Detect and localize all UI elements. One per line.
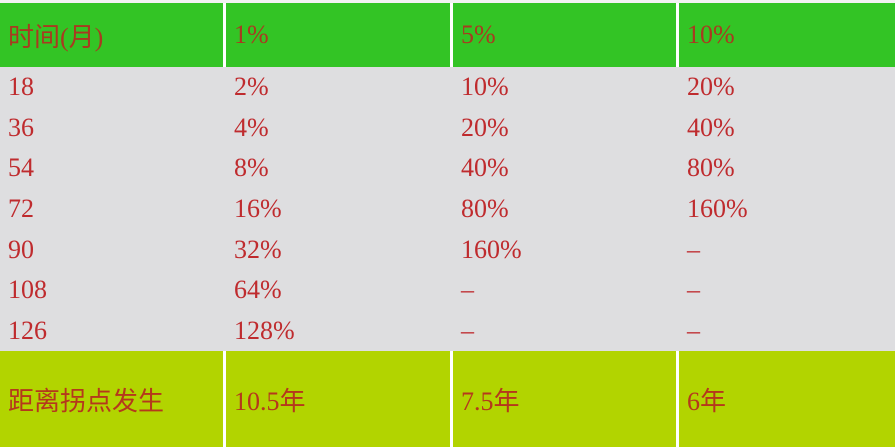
table-cell: –	[461, 315, 474, 345]
table-cell: 108	[8, 275, 47, 305]
table-body: 18 2% 10% 20% 36 4% 20% 40% 54 8% 40% 80…	[0, 67, 895, 351]
table-cell: 10%	[461, 72, 509, 102]
table-cell: 160%	[687, 194, 748, 224]
table-cell: 54	[8, 153, 34, 183]
header-cell-time: 时间(月)	[8, 22, 104, 52]
table-cell: –	[687, 315, 700, 345]
table-cell: 20%	[687, 72, 735, 102]
table-cell: 80%	[687, 153, 735, 183]
footer-cell-10pct: 6年	[676, 351, 895, 447]
table-cell: –	[461, 275, 474, 305]
table-cell: 2%	[234, 72, 269, 102]
header-cell-10pct: 10%	[676, 3, 895, 67]
table-cell: 128%	[234, 315, 295, 345]
table-cell: –	[687, 234, 700, 264]
table-row: 108 64% – –	[0, 270, 895, 311]
table-row: 90 32% 160% –	[0, 229, 895, 270]
table-cell: 32%	[234, 234, 282, 264]
table-cell: 8%	[234, 153, 269, 183]
header-cell-5pct: 5%	[450, 3, 676, 67]
table-row: 126 128% – –	[0, 310, 895, 351]
table-cell: 80%	[461, 194, 509, 224]
table-cell: 20%	[461, 112, 509, 142]
header-row: 时间(月) 1% 5% 10%	[0, 0, 895, 67]
table-cell: 90	[8, 234, 34, 264]
footer-cell-label: 距离拐点发生	[8, 386, 165, 416]
table-row: 54 8% 40% 80%	[0, 148, 895, 189]
table-row: 72 16% 80% 160%	[0, 189, 895, 230]
table-row: 36 4% 20% 40%	[0, 108, 895, 149]
table-cell: 36	[8, 112, 34, 142]
table-cell: 40%	[687, 112, 735, 142]
table-cell: 160%	[461, 234, 522, 264]
table-cell: 72	[8, 194, 34, 224]
footer-cell-1pct: 10.5年	[223, 351, 450, 447]
table-cell: 4%	[234, 112, 269, 142]
table-cell: –	[687, 275, 700, 305]
table-cell: 64%	[234, 275, 282, 305]
table-row: 18 2% 10% 20%	[0, 67, 895, 108]
table-cell: 18	[8, 72, 34, 102]
table-cell: 16%	[234, 194, 282, 224]
header-cell-1pct: 1%	[223, 3, 450, 67]
table-cell: 126	[8, 315, 47, 345]
table-cell: 40%	[461, 153, 509, 183]
footer-cell-5pct: 7.5年	[450, 351, 676, 447]
footer-row: 距离拐点发生 10.5年 7.5年 6年	[0, 351, 895, 447]
